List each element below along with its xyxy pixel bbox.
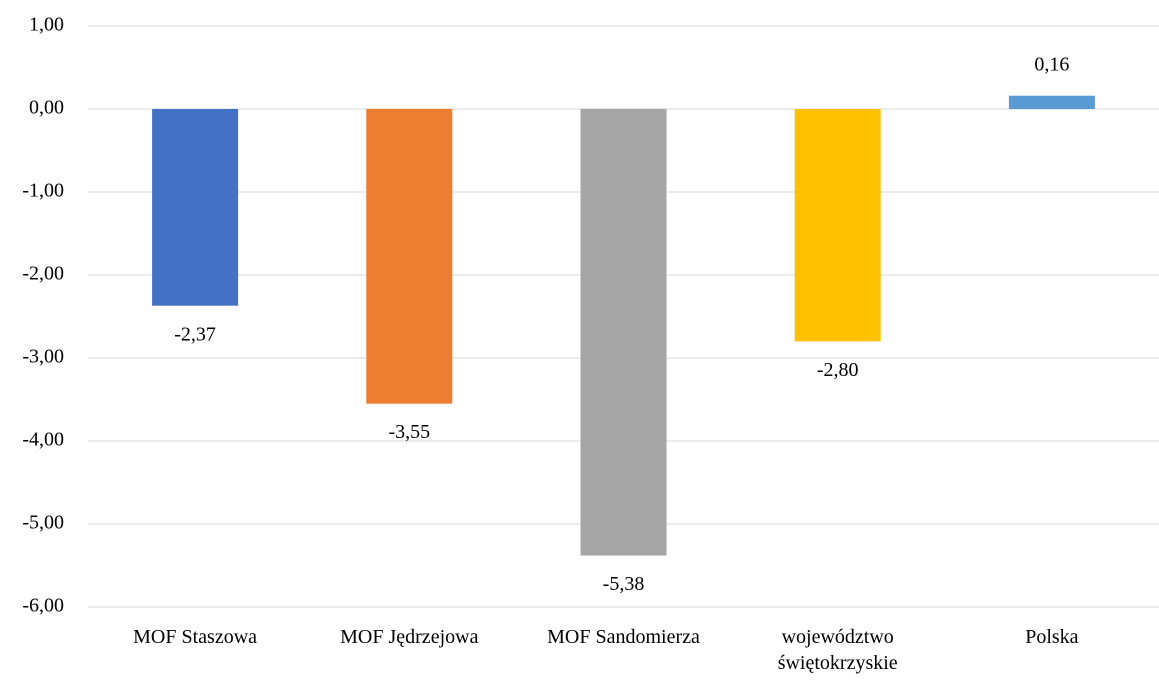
data-label: -3,55 [388,421,430,443]
data-label: -5,38 [603,573,645,595]
data-label: -2,80 [817,359,859,381]
x-tick-label: województwo świętokrzyskie [777,626,898,674]
y-tick-label: 1,00 [29,14,64,36]
x-tick-label: MOF Sandomierza [547,626,700,648]
x-tick-label: MOF Jędrzejowa [340,626,479,648]
bar [1008,95,1095,109]
y-tick-label: -5,00 [22,512,64,534]
y-tick-label: -2,00 [22,263,64,285]
bar [794,109,881,342]
y-tick-label: -1,00 [22,180,64,202]
bar [580,109,667,556]
bar [366,109,453,404]
bar [152,109,239,306]
x-tick-label: Polska [1025,626,1079,648]
x-tick-label: MOF Staszowa [133,626,258,648]
data-label: 0,16 [1034,53,1069,75]
y-tick-label: -3,00 [22,346,64,368]
y-tick-label: 0,00 [29,97,64,119]
data-label: -2,37 [174,323,216,345]
y-tick-label: -6,00 [22,595,64,617]
y-tick-label: -4,00 [22,429,64,451]
